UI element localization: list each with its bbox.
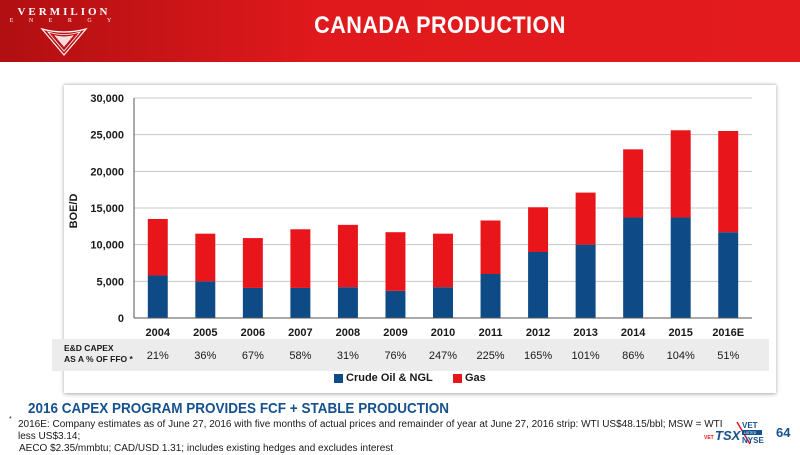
- x-tick-label: 2012: [526, 327, 550, 339]
- capex-label-line2: AS A % OF FFO *: [64, 354, 133, 364]
- bar-gas-2008: [337, 224, 358, 288]
- bar-oil-2005: [195, 281, 216, 318]
- x-tick-label: 2016E: [712, 327, 744, 339]
- capex-label: E&D CAPEX AS A % OF FFO *: [64, 343, 133, 365]
- ticker-badge: VET TSX VET LISTED NYSE: [704, 421, 764, 445]
- chart-legend: Crude Oil & NGL Gas: [0, 372, 800, 386]
- y-tick-label: 25,000: [90, 130, 124, 142]
- x-tick-label: 2005: [193, 327, 217, 339]
- bar-gas-2010: [433, 233, 453, 288]
- capex-row-background: [52, 339, 769, 371]
- capex-value: 21%: [146, 350, 169, 362]
- ticker-vet-nyse: VET: [742, 421, 758, 430]
- ticker-tsx: TSX: [715, 428, 742, 443]
- capex-value: 36%: [194, 350, 217, 362]
- bar-gas-2014: [623, 149, 644, 218]
- legend-swatch-oil: [334, 374, 343, 383]
- vermilion-logo: VERMILION E N E R G Y: [0, 0, 128, 62]
- y-tick-label: 5,000: [96, 276, 124, 288]
- logo-chevron-icon: [40, 27, 88, 56]
- capex-value: 31%: [336, 350, 359, 362]
- x-tick-label: 2010: [431, 327, 455, 339]
- y-tick-label: 0: [118, 313, 124, 325]
- x-tick-label: 2009: [383, 327, 407, 339]
- y-tick-label: 30,000: [90, 93, 124, 105]
- capex-value: 104%: [666, 350, 695, 362]
- bar-oil-2006: [242, 287, 263, 318]
- bar-gas-2011: [480, 220, 501, 274]
- bar-oil-2016E: [718, 232, 739, 318]
- capex-value: 51%: [717, 350, 740, 362]
- chart-gridlines: [134, 97, 752, 282]
- capex-value: 67%: [241, 350, 264, 362]
- chart-axes: 0 5,000 10,000 15,000 20,000 25,000 30,000 2004…: [90, 93, 752, 339]
- bar-oil-2007: [290, 287, 311, 318]
- bar-oil-2015: [670, 217, 691, 318]
- capex-value: 101%: [571, 350, 600, 362]
- ticker-nyse: NYSE: [742, 436, 764, 445]
- bar-oil-2010: [433, 287, 453, 318]
- bar-gas-2004: [147, 219, 168, 276]
- bar-oil-2011: [480, 274, 501, 318]
- bar-oil-2004: [147, 275, 168, 318]
- y-axis-label: BOE/D: [68, 194, 80, 229]
- page-title: CANADA PRODUCTION: [314, 12, 566, 39]
- bar-gas-2013: [575, 192, 596, 245]
- bar-oil-2008: [337, 287, 358, 318]
- capex-value: 86%: [622, 350, 645, 362]
- footnote-line2: AECO $2.35/mmbtu; CAD/USD 1.31; includes…: [19, 443, 394, 454]
- bar-oil-2014: [623, 217, 644, 318]
- bar-gas-2009: [385, 232, 406, 291]
- y-tick-label: 15,000: [90, 203, 124, 215]
- bar-oil-2012: [528, 252, 549, 318]
- capex-value: 247%: [428, 350, 458, 362]
- footnote-line1: 2016E: Company estimates as of June 27, …: [18, 419, 723, 442]
- tagline: 2016 CAPEX PROGRAM PROVIDES FCF + STABLE…: [28, 400, 449, 417]
- bar-oil-2009: [385, 290, 406, 318]
- legend-swatch-gas: [453, 374, 462, 383]
- legend-label-gas: Gas: [465, 372, 486, 384]
- x-tick-label: 2004: [146, 327, 171, 339]
- bar-gas-2007: [290, 229, 311, 288]
- capex-value: 165%: [523, 350, 553, 362]
- capex-value: 58%: [289, 350, 312, 362]
- y-tick-label: 10,000: [90, 240, 124, 252]
- footnote-marker: *: [9, 416, 12, 423]
- x-tick-label: 2006: [241, 327, 265, 339]
- logo-subtitle: E N E R G Y: [9, 18, 119, 24]
- header-bar: [0, 0, 800, 62]
- bar-gas-2005: [195, 233, 216, 282]
- footnote: 2016E: Company estimates as of June 27, …: [18, 419, 738, 455]
- bar-gas-2016E: [718, 131, 739, 233]
- x-tick-label: 2014: [621, 327, 646, 339]
- chart-bars: [147, 130, 739, 318]
- capex-value: 76%: [384, 350, 407, 362]
- x-tick-label: 2011: [479, 327, 503, 339]
- page-number: 64: [776, 425, 791, 440]
- bar-gas-2006: [242, 238, 263, 288]
- y-tick-label: 20,000: [90, 166, 124, 178]
- legend-label-oil: Crude Oil & NGL: [346, 372, 433, 384]
- logo-wordmark: VERMILION: [17, 6, 111, 18]
- x-tick-label: 2007: [288, 327, 312, 339]
- bar-gas-2015: [670, 130, 691, 218]
- x-tick-label: 2013: [573, 327, 597, 339]
- capex-value: 225%: [476, 350, 505, 362]
- x-tick-label: 2015: [668, 327, 692, 339]
- ticker-listed: LISTED: [744, 431, 757, 435]
- x-tick-label: 2008: [336, 327, 360, 339]
- bar-gas-2012: [528, 207, 549, 252]
- bar-oil-2013: [575, 244, 596, 318]
- capex-label-line1: E&D CAPEX: [64, 343, 114, 353]
- ticker-vet-small: VET: [704, 435, 714, 441]
